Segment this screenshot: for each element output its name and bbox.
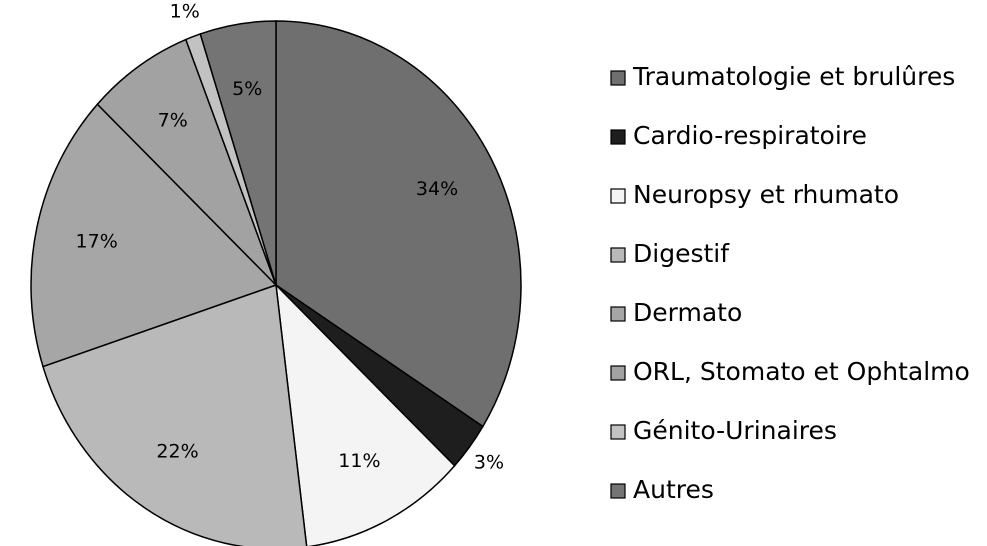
data-label: 5%: [232, 78, 262, 100]
legend-label: Autres: [633, 475, 714, 504]
data-label: 11%: [338, 450, 380, 472]
data-label: 22%: [156, 441, 198, 463]
legend-label: Digestif: [633, 239, 730, 268]
legend-label: Cardio-respiratoire: [633, 121, 867, 150]
pie-slice: [96, 38, 277, 286]
legend-label: Génito-Urinaires: [633, 416, 837, 445]
legend-label: Traumatologie et brulûres: [632, 62, 955, 91]
pie-slice: [275, 20, 522, 428]
legend-label: ORL, Stomato et Ophtalmo: [633, 357, 970, 386]
legend-swatch: [610, 306, 626, 322]
pie-slice: [30, 103, 278, 368]
data-label: 1%: [170, 0, 200, 22]
pie-slice: [275, 282, 456, 546]
pie-slice: [199, 20, 277, 286]
legend-swatch: [610, 365, 626, 381]
data-label: 17%: [76, 230, 118, 252]
legend-swatch: [610, 70, 626, 86]
legend-label: Neuropsy et rhumato: [633, 180, 899, 209]
data-label: 7%: [158, 110, 188, 132]
legend-swatch: [610, 247, 626, 263]
pie-slice: [42, 283, 308, 546]
legend-swatch: [610, 424, 626, 440]
data-label: 3%: [474, 451, 504, 473]
data-label: 34%: [416, 178, 458, 200]
legend-swatch: [610, 483, 626, 499]
legend-swatch: [610, 188, 626, 204]
legend-label: Dermato: [633, 298, 742, 327]
legend-swatch: [610, 129, 626, 145]
